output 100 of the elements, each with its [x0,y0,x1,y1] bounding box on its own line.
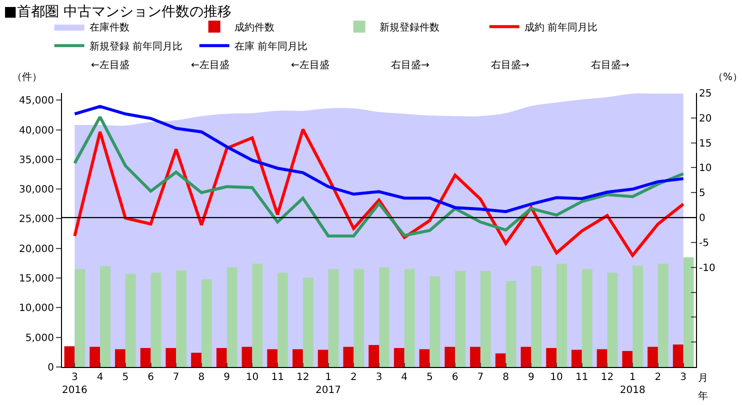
y-tick-label: 10,000 [19,303,54,314]
bar [658,264,668,367]
text: 右目盛→ [491,59,530,71]
bar [683,257,694,367]
x-tick-label: 8 [198,372,205,383]
bar [648,346,658,367]
x-tick-label: 4 [401,372,408,383]
text: ←左目盛 [291,59,330,71]
bar [632,266,643,367]
text: ←左目盛 [91,59,130,71]
legend-label: 成約 前年同月比 [524,22,598,34]
bar [571,350,582,367]
y-tick-label: 0 [48,362,54,374]
bar [470,346,480,367]
bar [74,269,86,367]
y2-axis-title: （%） [713,72,742,83]
x-tick-label: 9 [528,372,534,383]
x-tick-label: 3 [680,372,687,383]
bar [64,346,75,367]
bar [115,349,126,367]
bar [90,346,100,367]
bar [216,348,227,367]
bar [166,348,176,367]
x-tick-label: 5 [122,372,129,383]
bar [176,270,187,367]
y2-tick-label: 15 [699,138,712,150]
bar [404,269,415,367]
text: ←左目盛 [191,59,230,71]
legend-label: 在庫件数 [89,22,130,34]
bar [368,345,379,367]
bar [292,349,303,367]
bar [455,270,466,367]
bar [252,264,263,367]
x-tick-label: 7 [477,372,484,383]
y2-tick-label: 5 [699,188,706,200]
bar [278,272,288,367]
bar [328,269,339,367]
bar [506,281,516,367]
bar [520,346,532,367]
y-tick-label: 20,000 [19,244,54,255]
y2-tick-label: 0 [699,213,706,224]
bar [100,266,110,367]
bar [226,267,238,367]
legend-label: 成約件数 [234,22,274,34]
line-series [73,128,685,257]
line-series [73,115,685,238]
y-tick-label: 30,000 [19,184,54,196]
y2-tick-label: -10 [699,262,716,274]
bar [318,350,328,367]
line-series [73,104,685,214]
x-tick-label: 6 [148,372,154,383]
bar [607,272,618,367]
y2-tick-label: 10 [699,163,712,174]
x-tick-label: 11 [576,372,588,383]
bar [242,346,252,367]
y-axis-title: （件） [12,72,42,83]
bar [267,349,278,367]
bar [430,276,440,367]
bar [596,349,608,367]
bar [419,349,430,367]
bar [444,346,456,367]
x-tick-label: 1 2017 [316,372,342,396]
bar [302,277,314,367]
legend-label: 新規登録 前年同月比 [89,40,183,53]
bar [531,266,542,367]
x-tick-label: 8 [502,372,509,383]
bar [150,272,162,367]
x-tick-label: 3 [376,372,382,383]
x-tick-label: 5 [426,372,433,383]
y-tick-label: 45,000 [19,96,54,107]
bar [201,279,212,367]
text: 右目盛→ [391,59,430,71]
text: 右目盛→ [591,59,630,71]
y2-tick-label: 20 [699,113,712,124]
y2-tick-label: -5 [699,238,709,249]
x-tick-label: 4 [96,372,104,383]
legend-label: 新規登録件数 [379,22,440,34]
y-tick-label: 40,000 [19,125,54,136]
x-axis-title: 月 [698,373,708,384]
x-tick-label: 7 [172,372,180,383]
legend-label: 在庫 前年同月比 [234,40,308,53]
y-tick-label: 5,000 [25,332,54,344]
bar [622,350,633,367]
bar [582,269,592,367]
x-tick-label: 3 2016 [62,372,88,396]
bar [556,264,567,367]
y-tick-label: 15,000 [19,274,54,285]
chart-title: ■首都圏 中古マンション件数の推移 [4,4,232,20]
bar [546,348,557,367]
bar [495,353,506,367]
x-tick-label: 2 [350,372,357,383]
bar [125,274,136,367]
y-tick-label: 25,000 [19,214,54,226]
bar [343,346,354,367]
bar [379,267,390,367]
x-tick-label: 6 [452,372,458,383]
x-tick-label: 9 [224,372,230,383]
bar [191,352,202,367]
x-tick-label: 12 [296,372,310,383]
bar [480,270,491,367]
